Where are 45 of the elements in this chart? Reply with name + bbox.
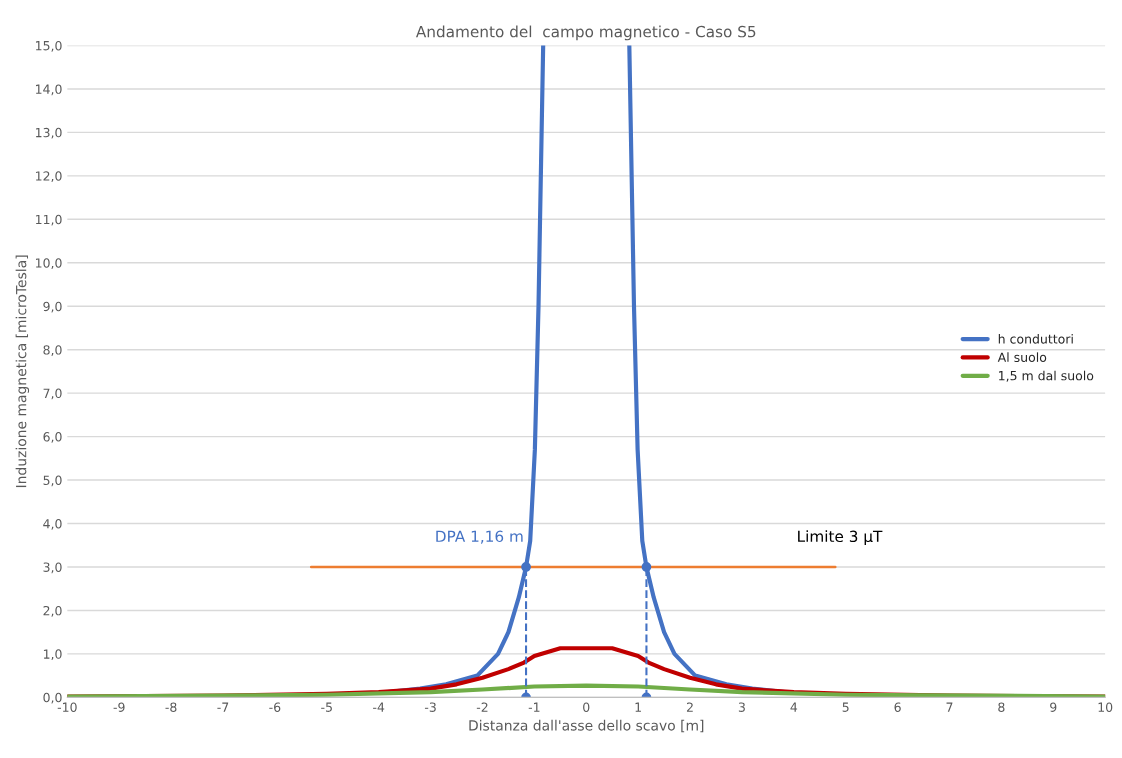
legend-label: Al suolo: [997, 352, 1047, 363]
x-tick-label: -10: [57, 702, 77, 712]
y-tick-label: 13,0: [36, 127, 62, 139]
legend-label: 1,5 m dal suolo: [999, 370, 1094, 382]
x-tick-label: -5: [321, 702, 332, 712]
x-tick-label: 9: [1050, 702, 1057, 712]
x-tick-label: -7: [217, 702, 229, 712]
x-tick-label: -6: [269, 702, 281, 712]
annotation: DPA 1,16 m: [436, 530, 523, 544]
y-axis-title: Induzione magnetica [microTesla]: [15, 255, 30, 488]
x-tick-label: 5: [842, 702, 849, 712]
chart-title: Andamento del campo magnetico - Caso S5: [415, 25, 756, 41]
x-tick-label: -4: [373, 702, 385, 712]
y-tick-label: 3,0: [43, 562, 62, 574]
x-tick-label: -8: [165, 702, 177, 712]
annotation: Limite 3 µT: [798, 530, 883, 546]
x-tick-label: 0: [583, 702, 590, 712]
x-axis-title: Distanza dall'asse dello scavo [m]: [469, 719, 704, 733]
y-tick-label: 14,0: [36, 84, 62, 96]
y-tick-label: 1,0: [43, 649, 62, 661]
x-tick-label: -3: [424, 702, 436, 712]
x-tick-label: 3: [738, 702, 745, 712]
y-tick-label: 5,0: [43, 475, 62, 487]
x-tick-label: 7: [946, 702, 953, 712]
y-tick-label: 11,0: [36, 214, 62, 226]
y-tick-label: 10,0: [36, 258, 62, 269]
y-tick-label: 2,0: [43, 605, 62, 617]
legend-label: h conduttori: [998, 333, 1073, 344]
y-tick-label: 7,0: [43, 388, 62, 400]
y-tick-label: 4,0: [43, 519, 62, 530]
y-tick-label: 9,0: [43, 301, 62, 313]
y-tick-label: 12,0: [36, 171, 62, 183]
x-tick-label: 1: [635, 702, 641, 712]
x-tick-label: 10: [1098, 702, 1113, 712]
x-tick-label: 8: [998, 702, 1005, 712]
x-tick-label: -2: [476, 702, 488, 712]
x-tick-label: 2: [686, 702, 693, 712]
x-tick-label: 4: [790, 702, 798, 712]
x-tick-label: 6: [894, 702, 901, 712]
y-tick-label: 6,0: [43, 432, 62, 443]
x-tick-label: -9: [113, 702, 125, 712]
x-tick-label: -1: [528, 702, 540, 712]
y-tick-label: 15,0: [36, 40, 62, 52]
y-tick-label: 0,0: [43, 692, 62, 704]
y-tick-label: 8,0: [43, 345, 62, 356]
